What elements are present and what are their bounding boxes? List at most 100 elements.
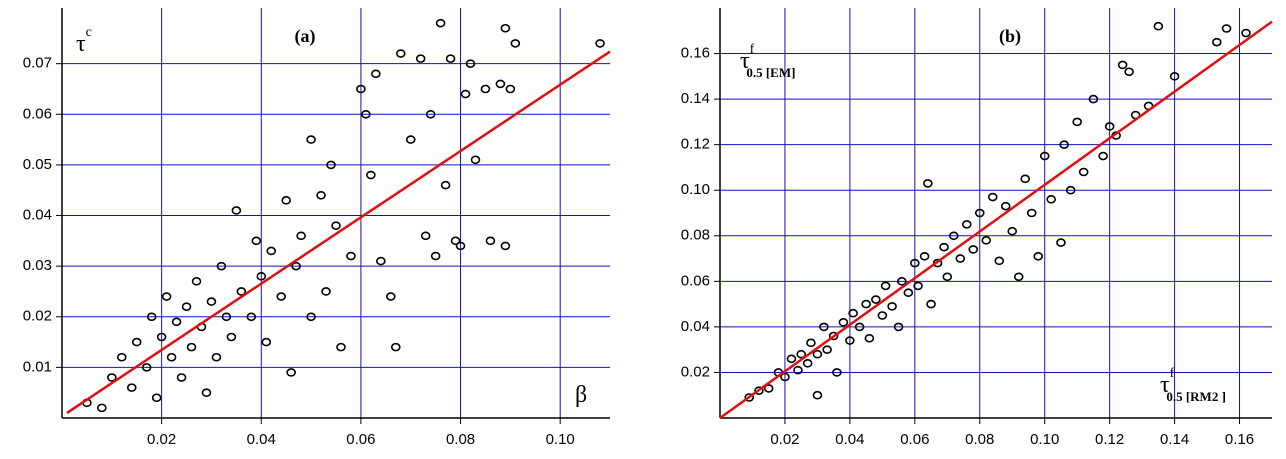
- point: [1007, 226, 1018, 236]
- point: [913, 281, 923, 291]
- point: [981, 236, 992, 245]
- y-tick-label: 0.16: [681, 45, 710, 62]
- point: [948, 231, 959, 241]
- point: [1241, 28, 1251, 38]
- y-tick-label: 0.10: [681, 181, 710, 198]
- point: [793, 365, 803, 375]
- point: [510, 39, 521, 48]
- point: [1020, 174, 1031, 184]
- point: [201, 388, 212, 397]
- y-tick-label: 0.02: [23, 308, 52, 325]
- point: [405, 135, 416, 144]
- y-axis-label-sup: f: [750, 42, 755, 57]
- point: [806, 338, 816, 348]
- point: [887, 302, 897, 311]
- point: [366, 170, 376, 180]
- y-tick-label: 0.02: [681, 363, 710, 380]
- x-tick-label: 0.06: [346, 431, 375, 448]
- point: [923, 179, 933, 188]
- panel-label: (b): [999, 26, 1021, 47]
- y-tick-label: 0.07: [23, 55, 52, 72]
- y-axis-label: τc: [76, 25, 92, 56]
- point: [236, 287, 247, 296]
- point: [276, 292, 287, 301]
- x-tick-label: 0.02: [147, 431, 176, 448]
- point: [296, 231, 306, 241]
- point: [266, 246, 277, 256]
- point: [156, 332, 167, 342]
- point: [919, 251, 930, 261]
- point: [361, 109, 371, 119]
- point: [385, 292, 396, 301]
- point: [430, 251, 441, 261]
- x-tick-label: 0.06: [900, 431, 929, 448]
- point: [435, 18, 446, 28]
- point: [1059, 140, 1069, 149]
- point: [939, 242, 949, 252]
- point: [893, 322, 904, 332]
- point: [910, 258, 920, 268]
- point: [107, 373, 117, 382]
- point: [455, 241, 466, 251]
- point: [171, 317, 182, 327]
- point: [1124, 67, 1134, 77]
- point: [763, 384, 774, 393]
- point: [126, 383, 137, 392]
- point: [955, 254, 966, 263]
- point: [1065, 185, 1076, 195]
- point: [306, 135, 316, 144]
- point: [485, 236, 496, 246]
- point: [864, 333, 875, 343]
- y-tick-label: 0.12: [681, 136, 710, 153]
- fit-line: [66, 50, 611, 414]
- point: [97, 403, 107, 413]
- y-axis-label-text: τ: [76, 31, 86, 57]
- point: [877, 311, 888, 320]
- point: [932, 258, 943, 268]
- point: [926, 299, 936, 309]
- x-tick-label: 0.02: [770, 431, 799, 448]
- point: [1221, 24, 1232, 33]
- y-tick-label: 0.01: [23, 358, 52, 375]
- point: [346, 251, 356, 261]
- y-tick-label: 0.06: [23, 105, 52, 122]
- point: [371, 69, 381, 79]
- point: [211, 352, 222, 362]
- point: [802, 359, 813, 368]
- point: [376, 256, 386, 266]
- point: [500, 23, 511, 33]
- point: [861, 299, 871, 309]
- point: [116, 352, 127, 362]
- point: [286, 368, 296, 377]
- y-axis-label-sup: c: [86, 25, 92, 40]
- point: [326, 160, 336, 170]
- point: [1013, 272, 1024, 282]
- x-axis-label-text: τ: [1160, 372, 1170, 398]
- y-axis-label-sub: 0.5 [EM]: [746, 65, 795, 80]
- point: [231, 206, 242, 215]
- x-axis-label: τf 0.5 [RM2 ]: [1160, 366, 1226, 404]
- point: [1169, 72, 1180, 81]
- y-tick-label: 0.03: [23, 257, 52, 274]
- point: [1000, 201, 1011, 211]
- point: [465, 59, 476, 68]
- point: [968, 245, 979, 254]
- point: [316, 190, 326, 200]
- y-tick-label: 0.04: [681, 318, 710, 335]
- point: [251, 236, 262, 246]
- point: [161, 292, 172, 301]
- x-tick-label: 0.14: [1160, 431, 1189, 448]
- point: [994, 256, 1005, 266]
- point: [216, 261, 227, 271]
- point: [1046, 195, 1056, 204]
- x-tick-label: 0.08: [965, 431, 994, 448]
- point: [336, 342, 346, 352]
- y-tick-label: 0.04: [23, 206, 52, 223]
- point: [1039, 151, 1050, 161]
- x-axis-label: β: [575, 382, 587, 408]
- point: [786, 354, 797, 364]
- point: [1033, 251, 1044, 261]
- point: [1212, 37, 1222, 47]
- y-tick-label: 0.14: [681, 90, 710, 107]
- y-tick-label: 0.06: [681, 272, 710, 289]
